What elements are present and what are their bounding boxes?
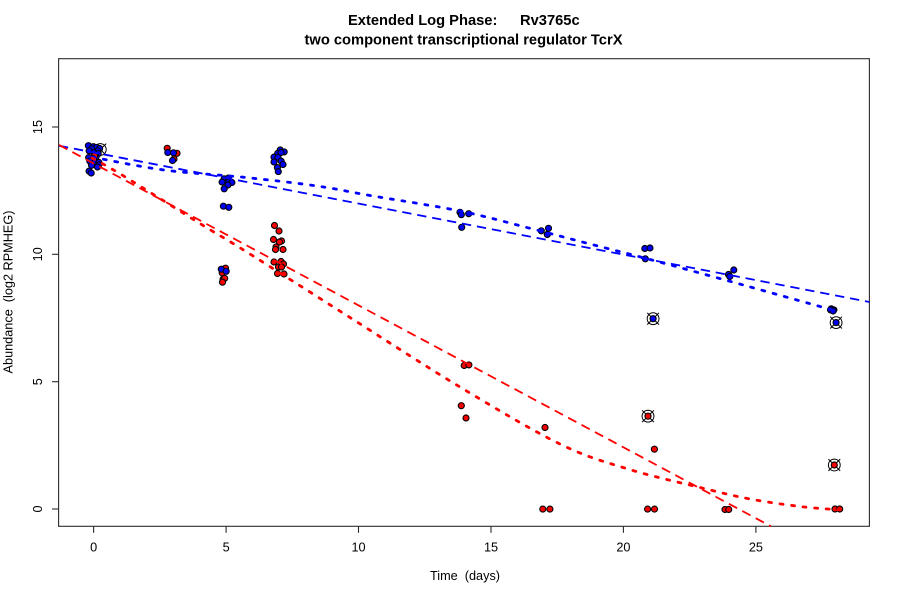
svg-text:5: 5 [223, 541, 230, 555]
svg-text:Rv3765c: Rv3765c [520, 13, 580, 29]
svg-text:15: 15 [484, 541, 498, 555]
svg-text:two component transcriptional: two component transcriptional regulator … [305, 33, 623, 49]
svg-text:Abundance (log2 RPMHEG): Abundance (log2 RPMHEG) [2, 211, 16, 374]
svg-text:Time (days): Time (days) [430, 569, 500, 583]
svg-text:15: 15 [31, 120, 45, 134]
svg-text:25: 25 [749, 541, 763, 555]
svg-text:5: 5 [31, 378, 45, 385]
svg-text:10: 10 [31, 247, 45, 261]
svg-text:Extended Log Phase:: Extended Log Phase: [348, 13, 497, 29]
svg-text:20: 20 [616, 541, 630, 555]
svg-text:0: 0 [31, 505, 45, 512]
svg-text:0: 0 [90, 541, 97, 555]
svg-text:10: 10 [351, 541, 365, 555]
